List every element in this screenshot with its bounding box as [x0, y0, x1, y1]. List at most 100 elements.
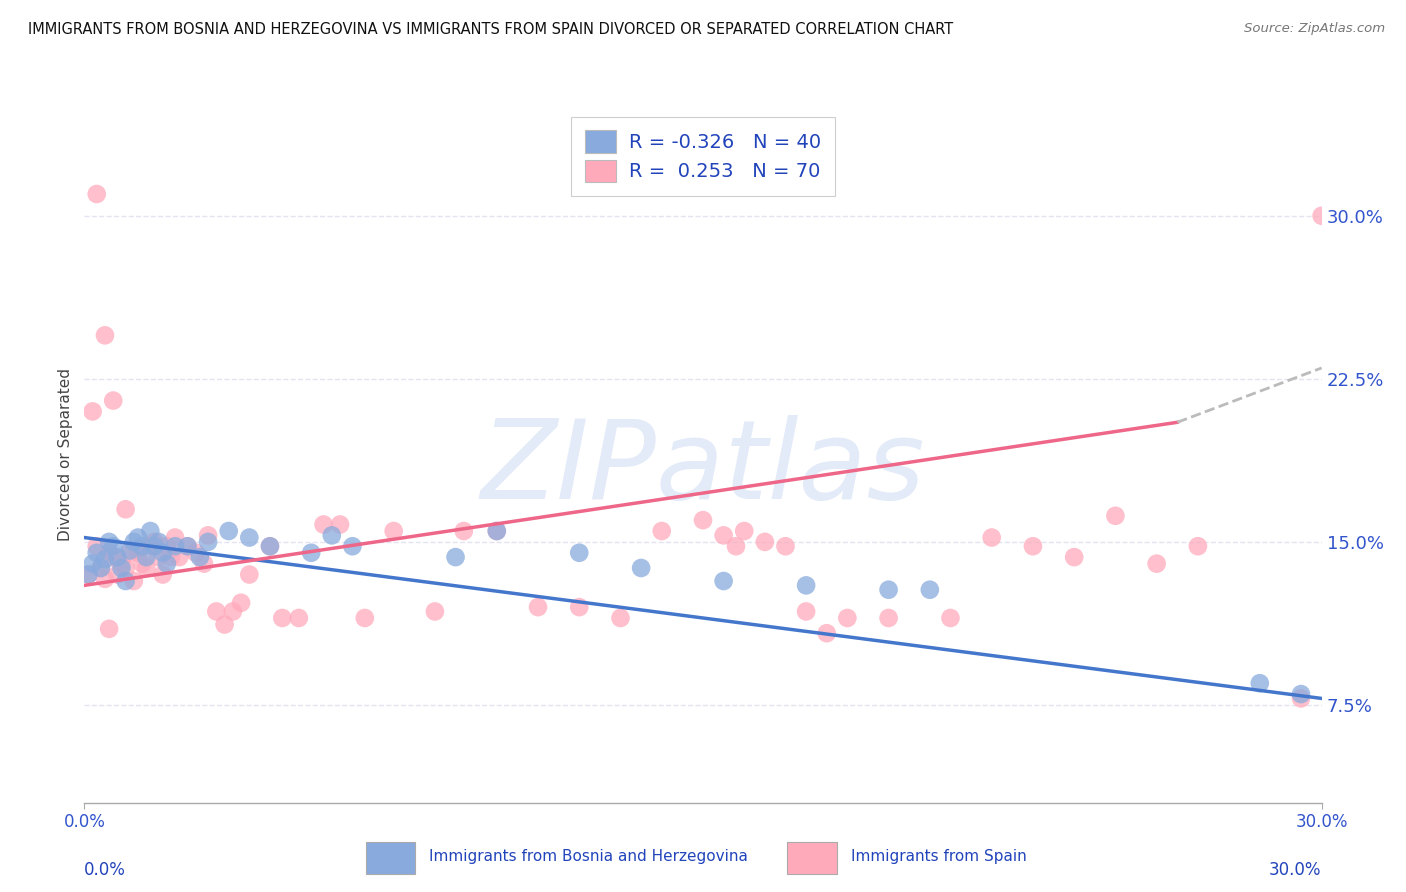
Point: [197, 528, 219, 542]
Point: [214, 617, 236, 632]
Point: [1146, 557, 1168, 571]
Point: [568, 600, 591, 615]
Point: [98, 534, 121, 549]
Point: [110, 561, 132, 575]
Point: [156, 539, 179, 553]
Text: IMMIGRANTS FROM BOSNIA AND HERZEGOVINA VS IMMIGRANTS FROM SPAIN DIVORCED OR SEPA: IMMIGRANTS FROM BOSNIA AND HERZEGOVINA V…: [28, 22, 953, 37]
Text: Immigrants from Spain: Immigrants from Spain: [851, 849, 1026, 863]
Point: [1022, 539, 1045, 553]
Point: [939, 611, 962, 625]
Point: [288, 611, 311, 625]
Point: [312, 517, 335, 532]
Point: [485, 524, 508, 538]
Point: [135, 550, 157, 565]
Point: [176, 539, 198, 553]
Text: Source: ZipAtlas.com: Source: ZipAtlas.com: [1244, 22, 1385, 36]
Point: [271, 611, 294, 625]
Point: [754, 534, 776, 549]
Point: [90, 561, 112, 575]
Point: [259, 539, 281, 553]
Point: [568, 546, 591, 560]
Point: [527, 600, 550, 615]
Point: [692, 513, 714, 527]
Point: [980, 531, 1002, 545]
Point: [143, 539, 166, 553]
Point: [127, 531, 149, 545]
Point: [815, 626, 838, 640]
Point: [329, 517, 352, 532]
Point: [485, 524, 508, 538]
Point: [918, 582, 941, 597]
Text: 0.0%: 0.0%: [84, 861, 127, 879]
Text: ZIPatlas: ZIPatlas: [481, 416, 925, 523]
Point: [444, 550, 467, 565]
Point: [98, 546, 121, 560]
Point: [94, 552, 117, 566]
Point: [342, 539, 364, 553]
Point: [94, 572, 117, 586]
Point: [82, 557, 104, 571]
Point: [135, 561, 157, 575]
Point: [103, 539, 125, 553]
Point: [77, 567, 100, 582]
Point: [148, 550, 170, 565]
Point: [193, 557, 215, 571]
Point: [1289, 687, 1312, 701]
Y-axis label: Divorced or Separated: Divorced or Separated: [58, 368, 73, 541]
Point: [733, 524, 755, 538]
Point: [127, 546, 149, 560]
Point: [114, 561, 136, 575]
Point: [86, 539, 108, 553]
Point: [152, 567, 174, 582]
Point: [188, 550, 211, 565]
Point: [794, 605, 817, 619]
Point: [1310, 209, 1333, 223]
Point: [77, 567, 100, 582]
Point: [353, 611, 375, 625]
Point: [156, 557, 179, 571]
Point: [453, 524, 475, 538]
Point: [122, 574, 145, 588]
Point: [160, 550, 183, 565]
Point: [103, 550, 125, 565]
Point: [1289, 691, 1312, 706]
Point: [105, 567, 128, 582]
Point: [165, 531, 187, 545]
Point: [148, 534, 170, 549]
Point: [98, 622, 121, 636]
FancyBboxPatch shape: [787, 842, 837, 874]
Point: [94, 328, 117, 343]
Point: [152, 546, 174, 560]
Point: [118, 546, 141, 560]
Point: [165, 539, 187, 553]
Point: [205, 605, 228, 619]
Point: [131, 557, 153, 571]
Point: [259, 539, 281, 553]
Point: [713, 528, 735, 542]
Point: [218, 524, 240, 538]
Point: [423, 605, 446, 619]
Point: [197, 534, 219, 549]
Point: [114, 502, 136, 516]
Point: [118, 543, 141, 558]
Point: [139, 539, 162, 553]
Point: [184, 546, 207, 560]
Point: [122, 534, 145, 549]
Point: [238, 531, 260, 545]
Text: Immigrants from Bosnia and Herzegovina: Immigrants from Bosnia and Herzegovina: [429, 849, 748, 863]
Point: [724, 539, 747, 553]
Point: [299, 546, 322, 560]
Point: [86, 186, 108, 201]
Point: [877, 611, 900, 625]
Point: [222, 605, 245, 619]
Point: [86, 546, 108, 560]
Point: [794, 578, 817, 592]
FancyBboxPatch shape: [366, 842, 415, 874]
Point: [877, 582, 900, 597]
Point: [131, 539, 153, 553]
Point: [105, 550, 128, 565]
Point: [114, 574, 136, 588]
Point: [382, 524, 405, 538]
Text: 30.0%: 30.0%: [1270, 861, 1322, 879]
Point: [775, 539, 797, 553]
